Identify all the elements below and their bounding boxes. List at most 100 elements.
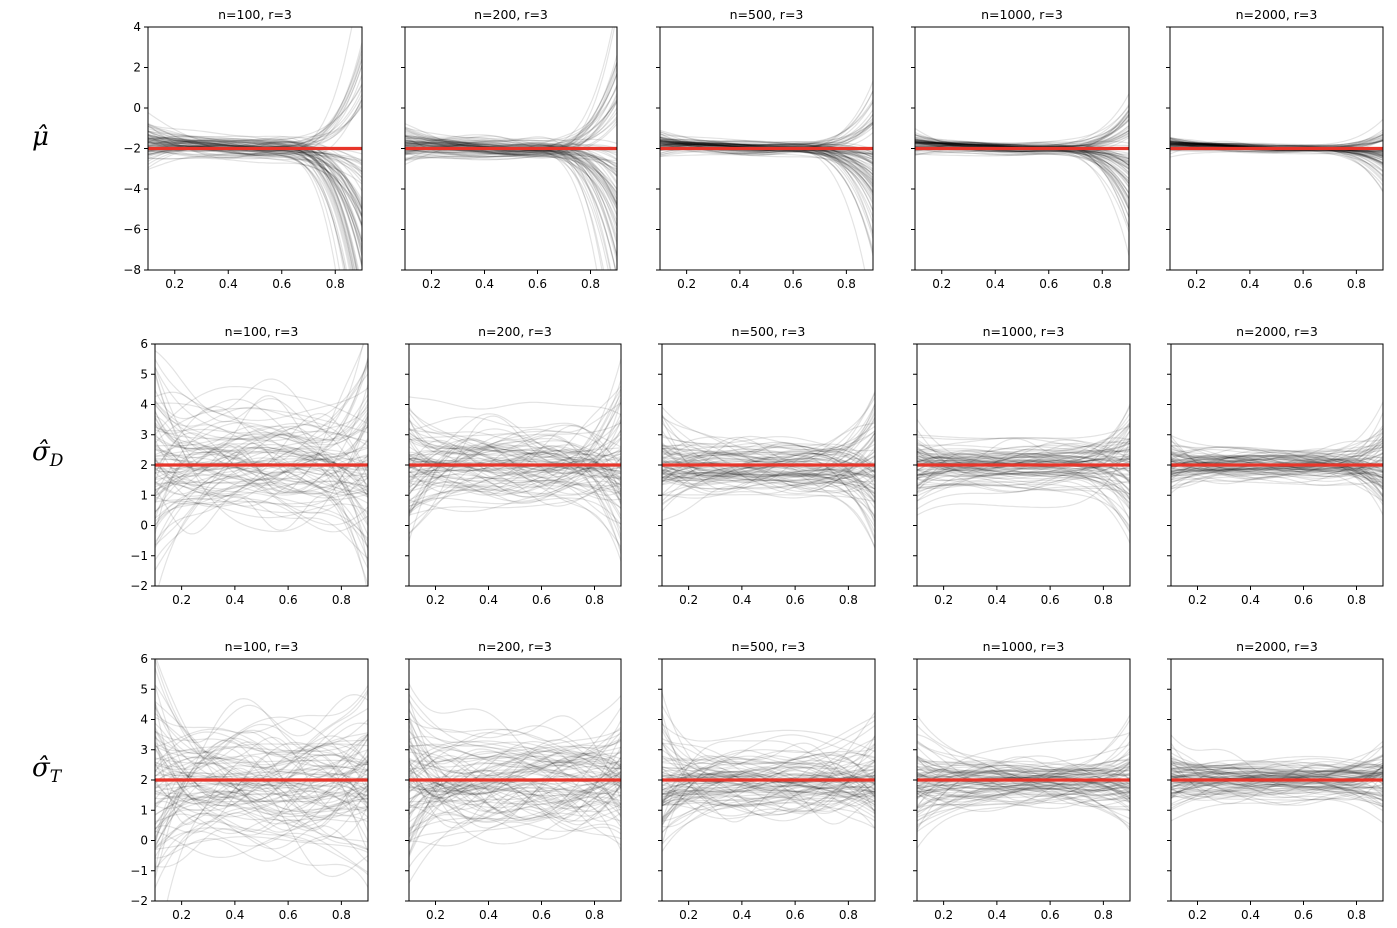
simulation-curve xyxy=(662,773,875,794)
simulation-curve xyxy=(917,464,1130,510)
simulation-curve xyxy=(409,785,621,824)
panel-title: n=500, r=3 xyxy=(732,639,806,654)
simulation-curve xyxy=(917,759,1130,800)
simulation-curve xyxy=(917,425,1130,441)
simulation-curve xyxy=(405,111,617,151)
simulation-curve xyxy=(917,449,1130,453)
simulation-curve xyxy=(148,134,362,257)
simulation-curve xyxy=(155,785,368,821)
simulation-curve xyxy=(915,146,1129,163)
simulation-curve xyxy=(409,781,621,846)
simulation-curve xyxy=(148,130,358,270)
simulation-curve xyxy=(917,764,1130,803)
simulation-curve xyxy=(1171,459,1383,482)
simulation-curve xyxy=(409,739,621,792)
simulation-curve xyxy=(148,83,362,143)
simulation-curve xyxy=(1171,783,1383,795)
simulation-curve xyxy=(662,417,875,479)
simulation-curve xyxy=(917,775,1130,798)
simulation-curve xyxy=(662,719,875,763)
simulation-curve xyxy=(409,427,621,495)
simulation-curve xyxy=(915,136,1129,148)
x-tick-label: 0.8 xyxy=(332,593,351,607)
simulation-curve xyxy=(917,442,1130,458)
simulation-curve xyxy=(662,462,875,477)
simulation-curve xyxy=(917,743,1130,771)
simulation-curve xyxy=(917,442,1130,470)
simulation-curve xyxy=(917,769,1130,779)
simulation-curve xyxy=(662,446,875,486)
simulation-curve xyxy=(409,746,621,868)
simulation-curve xyxy=(405,139,617,177)
simulation-curve xyxy=(155,416,368,548)
simulation-curve xyxy=(660,140,873,235)
simulation-curve xyxy=(1170,141,1383,151)
simulation-curve xyxy=(409,428,621,517)
simulation-curve xyxy=(409,726,621,759)
simulation-curve xyxy=(409,740,621,833)
simulation-curve xyxy=(1170,134,1383,147)
simulation-curve xyxy=(660,113,873,152)
simulation-curve xyxy=(409,449,621,481)
simulation-curve xyxy=(662,793,875,819)
simulation-curve xyxy=(155,425,368,499)
simulation-curve xyxy=(155,825,368,868)
simulation-curve xyxy=(1171,446,1383,462)
simulation-curve xyxy=(1170,140,1383,152)
simulation-curve xyxy=(662,777,875,845)
simulation-curve xyxy=(155,685,368,748)
simulation-curve xyxy=(405,149,617,194)
simulation-curve xyxy=(148,155,362,248)
simulation-curve xyxy=(660,149,873,200)
simulation-curve xyxy=(155,358,368,491)
simulation-curve xyxy=(155,420,368,496)
x-tick-label: 0.6 xyxy=(528,277,547,291)
simulation-curve xyxy=(662,766,875,788)
simulation-curve xyxy=(1171,767,1383,779)
simulation-curve xyxy=(662,772,875,833)
simulation-curve xyxy=(1171,760,1383,778)
simulation-curve xyxy=(1171,759,1383,804)
simulation-curve xyxy=(662,396,875,451)
simulation-curve xyxy=(1171,464,1383,489)
simulation-curve xyxy=(409,415,621,534)
simulation-curve xyxy=(1171,444,1383,464)
simulation-curve xyxy=(662,737,875,777)
simulation-curve xyxy=(915,145,1129,188)
simulation-curve xyxy=(915,134,1129,155)
simulation-curve xyxy=(660,101,873,148)
simulation-curve xyxy=(1171,412,1383,475)
simulation-curve xyxy=(409,764,621,830)
panel-sigmaT-n=1000: n=1000, r=3 0.2 0.4 0.6 0.8 xyxy=(913,639,1131,922)
x-tick-label: 0.2 xyxy=(1188,593,1207,607)
simulation-curve xyxy=(917,448,1130,489)
simulation-curve xyxy=(1171,440,1383,457)
simulation-curve xyxy=(409,449,621,513)
panel-title: n=200, r=3 xyxy=(474,7,548,22)
simulation-curve xyxy=(1171,467,1383,502)
simulation-curve xyxy=(662,755,875,779)
simulation-curve xyxy=(917,434,1130,461)
simulation-curve xyxy=(662,466,875,516)
simulation-curve xyxy=(915,143,1129,170)
simulation-curve xyxy=(1171,440,1383,479)
simulation-curve xyxy=(915,118,1129,147)
simulation-curve xyxy=(1171,745,1383,771)
simulation-curve xyxy=(155,394,368,470)
simulation-curve xyxy=(405,84,617,157)
simulation-curves xyxy=(148,27,362,270)
x-tick-label: 0.2 xyxy=(1187,277,1206,291)
simulation-curve xyxy=(409,389,621,480)
simulation-curve xyxy=(148,126,362,209)
y-tick-label: 3 xyxy=(140,428,148,442)
simulation-curve xyxy=(917,769,1130,779)
simulation-curve xyxy=(148,105,362,150)
simulation-curve xyxy=(1171,456,1383,469)
simulation-curve xyxy=(409,708,621,800)
simulation-curve xyxy=(155,782,368,817)
simulation-curve xyxy=(917,418,1130,455)
simulation-curve xyxy=(915,141,1129,174)
simulation-curve xyxy=(409,430,621,464)
simulation-curve xyxy=(917,470,1130,505)
